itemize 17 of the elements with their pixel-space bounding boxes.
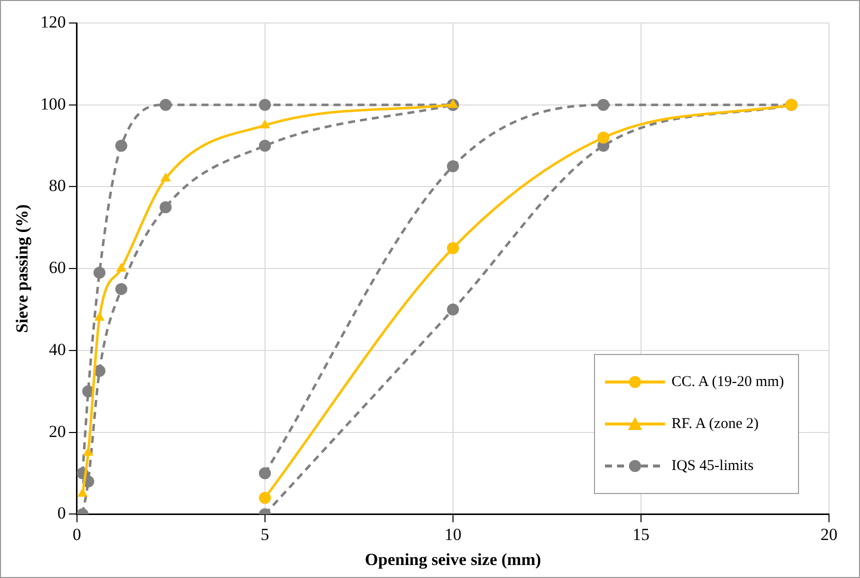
x-tick-label: 0 <box>72 524 82 544</box>
y-tick-label: 100 <box>40 94 66 114</box>
y-tick-label: 80 <box>48 176 66 196</box>
legend-label: CC. A (19-20 mm) <box>671 374 784 391</box>
x-tick-label: 15 <box>632 524 650 544</box>
y-tick-label: 0 <box>57 504 66 523</box>
x-tick-label: 10 <box>444 524 462 544</box>
legend-label: IQS 45-limits <box>671 458 754 475</box>
y-tick-label: 20 <box>48 422 66 441</box>
y-axis-title: Sieve passing (%) <box>12 204 32 333</box>
x-tick-label: 5 <box>260 524 270 544</box>
x-tick-label: 20 <box>820 524 838 544</box>
legend-label: RF. A (zone 2) <box>671 416 759 433</box>
y-tick-label: 60 <box>48 258 66 278</box>
x-axis-title: Opening seive size (mm) <box>364 550 542 570</box>
y-tick-label: 40 <box>48 340 66 359</box>
y-tick-label: 120 <box>40 12 66 32</box>
